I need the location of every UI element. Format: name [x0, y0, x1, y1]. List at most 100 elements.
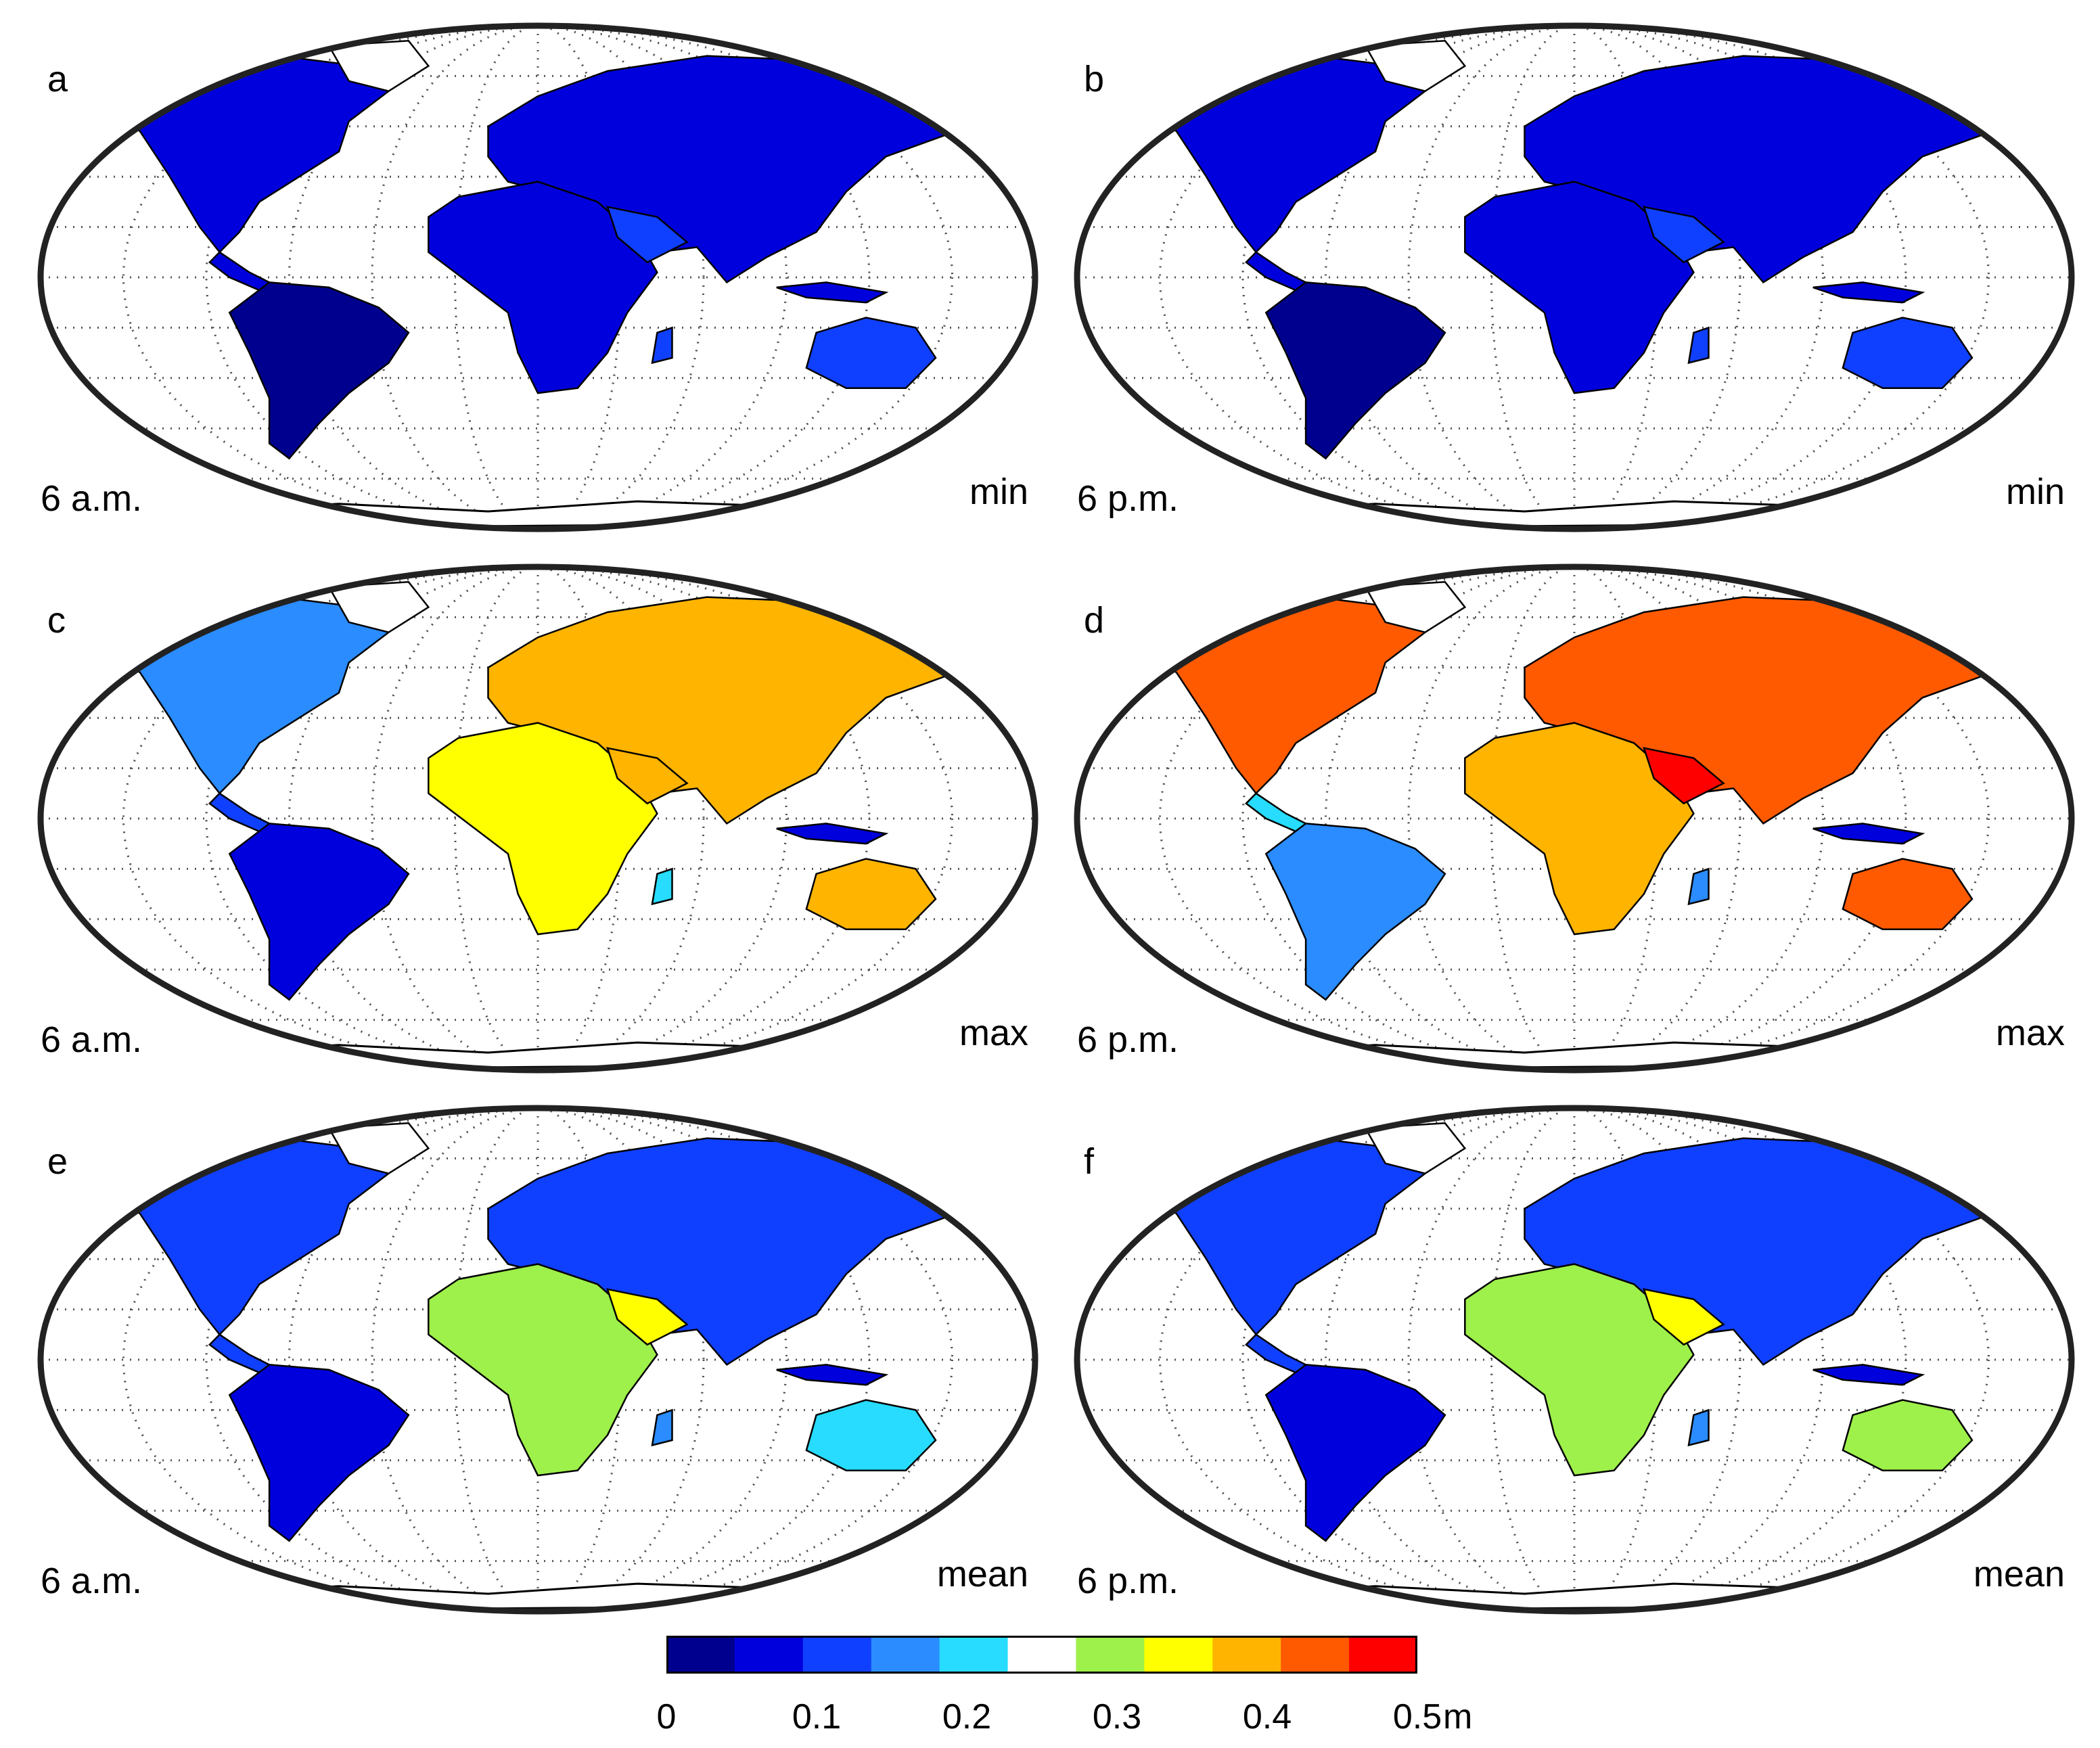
colorbar-segment — [1007, 1636, 1076, 1674]
map-frame — [37, 564, 1038, 1074]
continent-indonesia — [1812, 823, 1925, 845]
graticule-meridian — [1407, 26, 1741, 529]
continent-arabia — [1643, 1288, 1725, 1346]
panel-letter: a — [47, 59, 68, 99]
colorbar-tick-labels: 0 0.1 0.2 0.3 0.4 0.5 m — [657, 1697, 1478, 1744]
continent-indonesia — [1812, 1364, 1925, 1386]
panel-letter: b — [1084, 59, 1105, 99]
continent-madagascar — [651, 1408, 673, 1447]
world-map-d — [1074, 564, 2075, 1074]
graticule-meridian — [1159, 26, 1990, 529]
time-label: 6 p.m. — [1077, 478, 1179, 519]
continent-arabia — [1643, 747, 1725, 805]
continent-south-america — [1264, 281, 1446, 460]
continent-australia — [1842, 1399, 1973, 1471]
graticule-meridian — [205, 567, 871, 1070]
statistic-label: min — [2005, 472, 2065, 512]
continent-madagascar — [1687, 867, 1710, 906]
graticule-meridian — [1325, 567, 1824, 1070]
graticule-meridian — [1159, 1108, 1990, 1611]
continent-australia — [805, 317, 937, 389]
statistic-label: mean — [1973, 1554, 2065, 1594]
colorbar-tick-label: 0.4 — [1242, 1697, 1292, 1736]
colorbar-segment — [871, 1636, 940, 1674]
graticule-meridian — [205, 26, 871, 529]
continent-madagascar — [651, 326, 673, 365]
time-label: 6 a.m. — [41, 1019, 143, 1060]
continent-greenland — [327, 1122, 430, 1175]
graticule-meridian — [371, 26, 705, 529]
graticule-meridian — [371, 567, 705, 1070]
graticule-meridian — [122, 1108, 953, 1611]
continent-greenland — [327, 40, 430, 93]
statistic-label: min — [969, 472, 1028, 512]
colorbar-segment — [734, 1636, 804, 1674]
time-label: 6 a.m. — [41, 478, 143, 519]
graticule-meridian — [1241, 26, 1907, 529]
colorbar-tick-label: 0.1 — [792, 1697, 842, 1736]
continent-australia — [805, 858, 937, 930]
continent-arabia — [606, 1288, 689, 1346]
time-label: 6 p.m. — [1077, 1019, 1179, 1060]
map-panel-a: a 6 a.m. min — [20, 14, 1055, 541]
colorbar-segment — [939, 1636, 1009, 1674]
colorbar-segment — [1281, 1636, 1350, 1674]
colorbar-segment — [666, 1636, 735, 1674]
continent-indonesia — [776, 281, 889, 304]
map-panel-b: b 6 p.m. min — [1057, 14, 2092, 541]
continent-new-zealand — [2025, 1469, 2053, 1500]
continent-indonesia — [1812, 281, 1925, 304]
colorbar-segment — [1349, 1636, 1417, 1674]
continent-south-america — [1264, 1364, 1446, 1542]
world-map-f — [1074, 1105, 2075, 1615]
panel-letter: c — [47, 600, 66, 641]
continent-south-america — [1264, 823, 1446, 1001]
colorbar-segment — [1076, 1636, 1145, 1674]
graticule-meridian — [371, 1108, 705, 1611]
graticule-meridian — [1241, 1108, 1907, 1611]
statistic-label: max — [1995, 1013, 2065, 1053]
time-label: 6 p.m. — [1077, 1561, 1179, 1601]
colorbar-segment — [1144, 1636, 1213, 1674]
colorbar — [666, 1636, 1417, 1674]
continent-greenland — [1364, 40, 1467, 93]
time-label: 6 a.m. — [41, 1561, 143, 1601]
graticule-meridian — [1241, 567, 1907, 1070]
continent-greenland — [1364, 1122, 1467, 1175]
graticule-meridian — [288, 567, 788, 1070]
continent-greenland — [1364, 581, 1467, 634]
world-map-a — [37, 22, 1038, 532]
map-frame — [1074, 22, 2075, 532]
map-panel-d: d 6 p.m. max — [1057, 555, 2092, 1082]
world-map-e — [37, 1105, 1038, 1615]
continent-greenland — [327, 581, 430, 634]
continent-madagascar — [1687, 1408, 1710, 1447]
map-frame — [1074, 1105, 2075, 1615]
map-panel-e: e 6 a.m. mean — [20, 1096, 1055, 1624]
graticule-meridian — [1325, 1108, 1824, 1611]
panel-letter: d — [1084, 600, 1105, 641]
map-frame — [37, 1105, 1038, 1615]
continent-new-zealand — [2025, 386, 2053, 417]
continent-south-america — [228, 281, 410, 460]
continent-new-zealand — [2025, 927, 2053, 959]
graticule-meridian — [288, 1108, 788, 1611]
panel-letter: f — [1084, 1141, 1095, 1182]
continent-arabia — [1643, 206, 1725, 264]
graticule-meridian — [1407, 1108, 1741, 1611]
continent-australia — [1842, 858, 1973, 930]
continent-arabia — [606, 747, 689, 805]
continent-south-america — [228, 1364, 410, 1542]
continent-new-zealand — [988, 386, 1017, 417]
continent-madagascar — [651, 867, 673, 906]
graticule-meridian — [1407, 567, 1741, 1070]
colorbar-tick-label: 0.2 — [942, 1697, 992, 1736]
continent-madagascar — [1687, 326, 1710, 365]
world-map-b — [1074, 22, 2075, 532]
continent-new-zealand — [988, 927, 1017, 959]
graticule-meridian — [288, 26, 788, 529]
colorbar-tick-label: 0.3 — [1092, 1697, 1142, 1736]
statistic-label: mean — [936, 1554, 1028, 1594]
continent-new-zealand — [988, 1469, 1017, 1500]
graticule-meridian — [122, 567, 953, 1070]
